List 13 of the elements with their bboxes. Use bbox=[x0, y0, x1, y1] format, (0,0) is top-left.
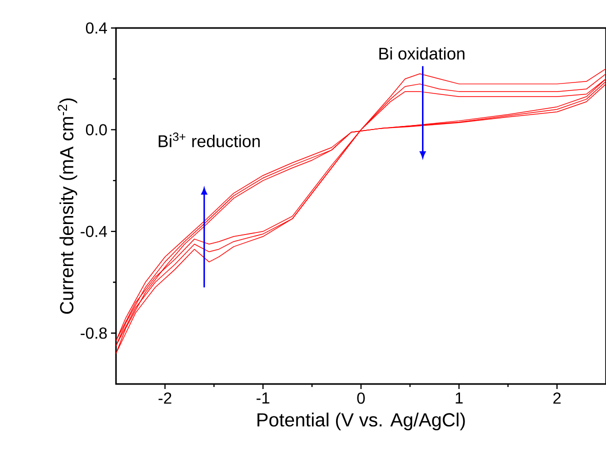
y-axis-title: Current density (mA cm$^{-2}$) bbox=[58, 98, 78, 314]
y-tick-label: 0.0 bbox=[86, 124, 107, 136]
annotation: Bi$^{3+}$ reduction bbox=[158, 132, 260, 148]
x-tick-label: -2 bbox=[158, 392, 172, 404]
annotation: Bi oxidation bbox=[379, 47, 464, 60]
x-tick-label: 0 bbox=[357, 392, 365, 404]
y-tick-label: -0.8 bbox=[80, 328, 107, 339]
x-tick-label: 1 bbox=[456, 392, 463, 404]
x-axis-title: Potential (V vs. Ag/AgCl) bbox=[258, 412, 465, 430]
x-tick-label: 2 bbox=[553, 392, 561, 404]
x-tick-label: -1 bbox=[256, 392, 270, 404]
y-tick-label: 0.4 bbox=[86, 22, 108, 34]
y-tick-label: -0.4 bbox=[80, 226, 108, 238]
